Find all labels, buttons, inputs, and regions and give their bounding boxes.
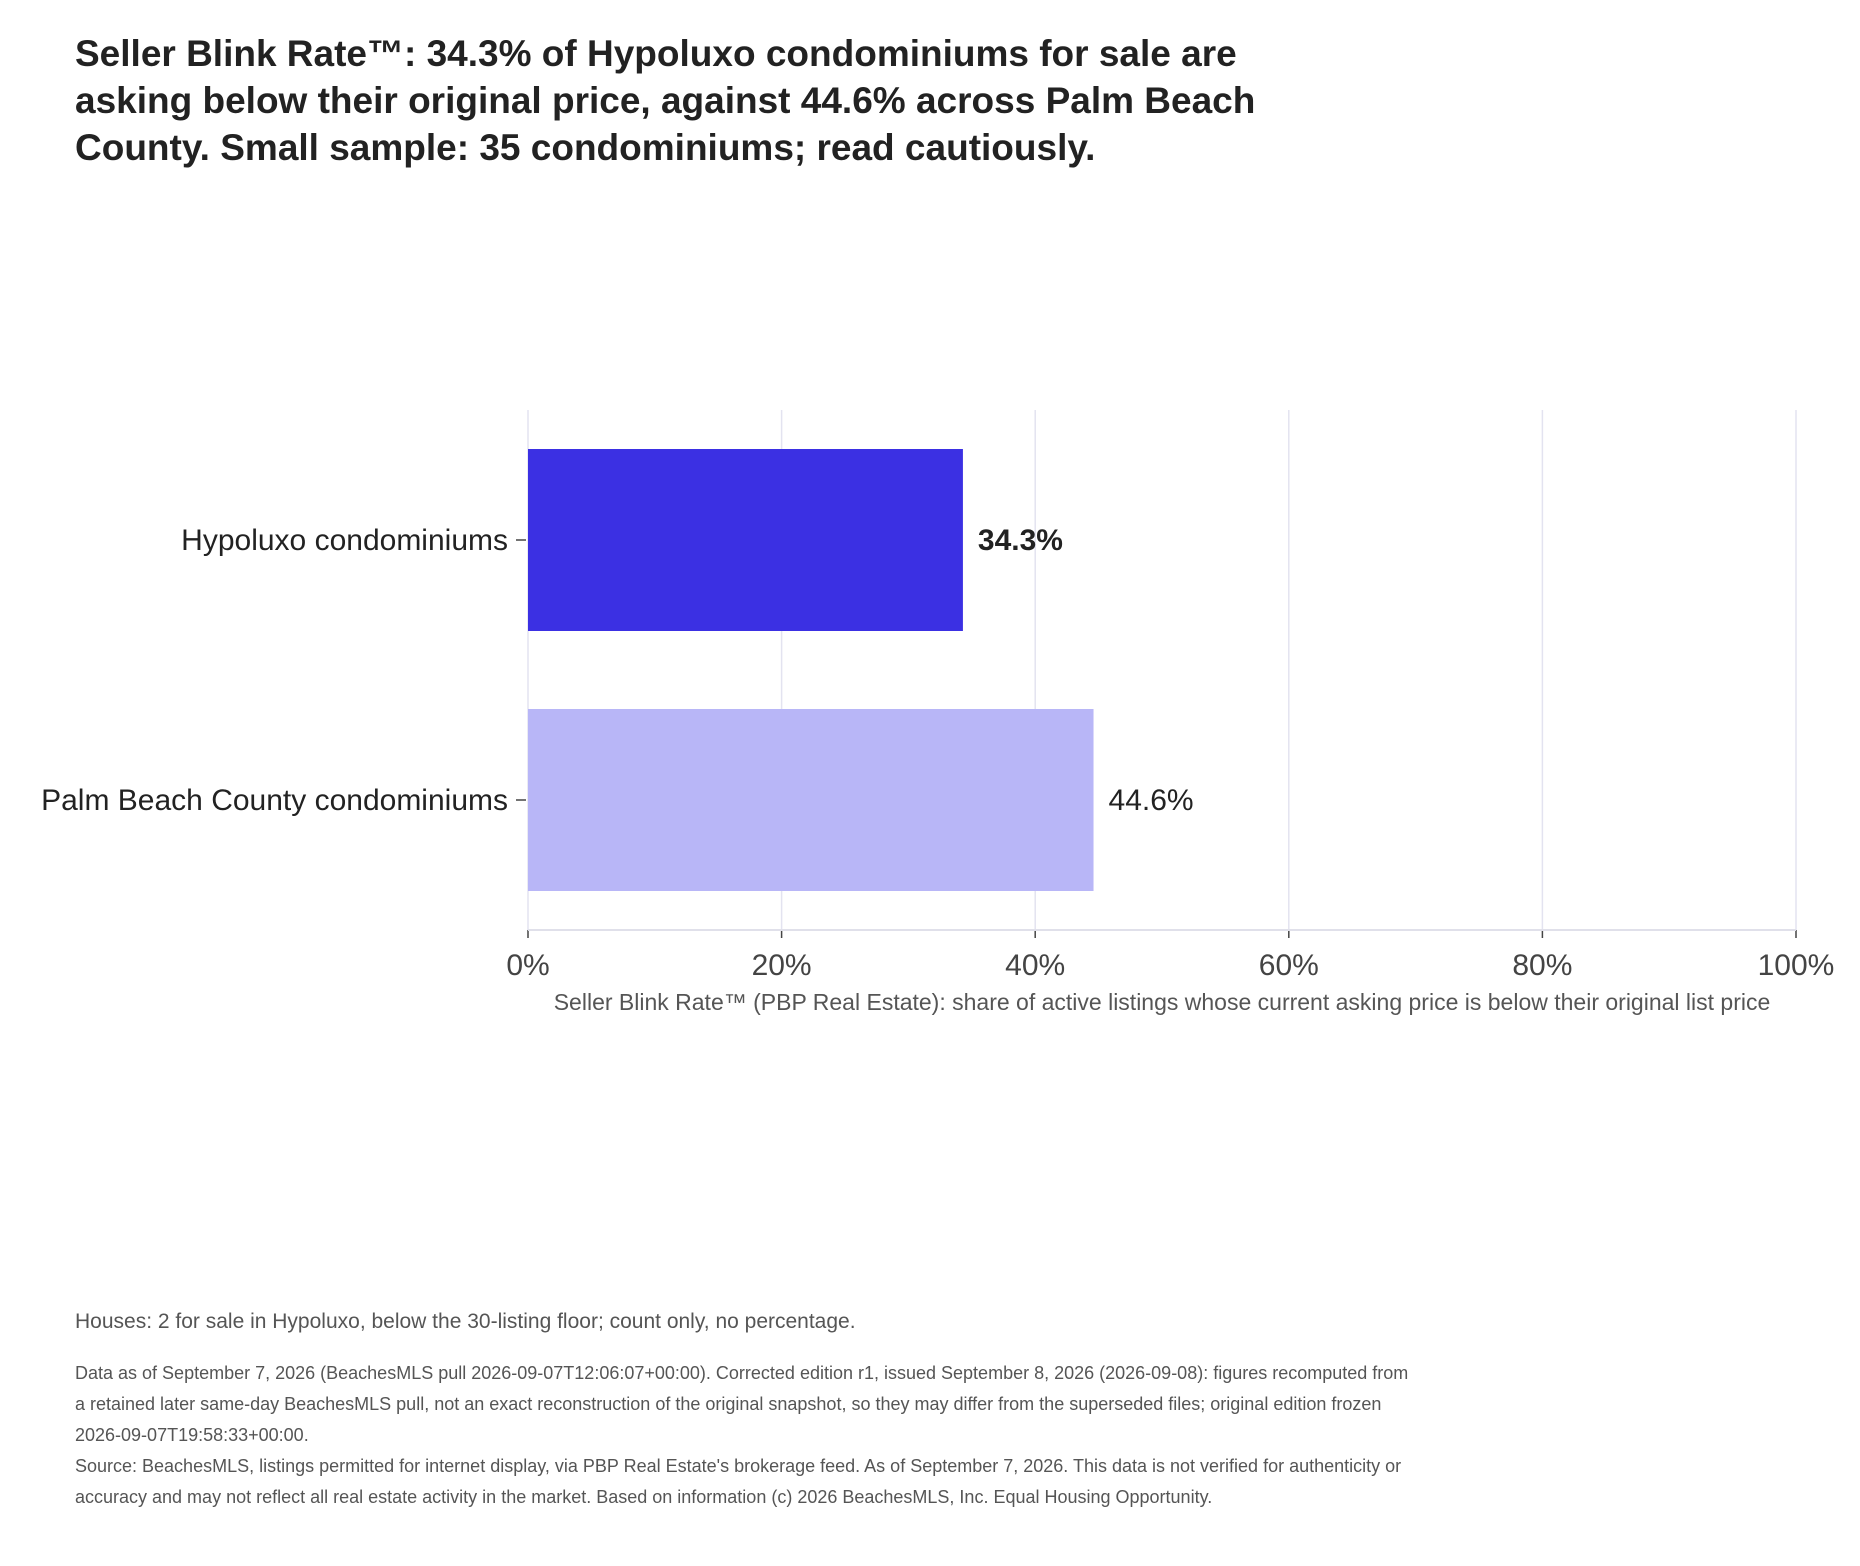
bar-value-label: 34.3% (978, 524, 1063, 557)
x-tick-label: 100% (1758, 949, 1835, 982)
footnote: Data as of September 7, 2026 (BeachesMLS… (75, 1358, 1415, 1513)
bar (528, 709, 1094, 891)
x-tick-label: 40% (1005, 949, 1065, 982)
chart-bars (528, 449, 1094, 891)
edition-note: Data as of September 7, 2026 (BeachesMLS… (75, 1363, 1409, 1445)
category-label: Palm Beach County condominiums (41, 784, 508, 817)
bar-value-label: 44.6% (1109, 784, 1194, 817)
page-title: Seller Blink Rate™: 34.3% of Hypoluxo co… (75, 33, 1256, 168)
x-axis-title: Seller Blink Rate™ (PBP Real Estate): sh… (554, 989, 1771, 1015)
x-tick-label: 0% (506, 949, 549, 982)
x-tick-label: 80% (1512, 949, 1572, 982)
x-tick-label: 60% (1259, 949, 1319, 982)
category-label: Hypoluxo condominiums (181, 524, 508, 557)
houses-note: Houses: 2 for sale in Hypoluxo, below th… (75, 1310, 856, 1333)
bar-chart: 0% 20% 40% 60% 80% 100% Hypoluxo condominiums 3… (41, 410, 1834, 1015)
x-tick-label: 20% (752, 949, 812, 982)
bar (528, 449, 963, 631)
source-note: Source: BeachesMLS, listings permitted f… (75, 1456, 1402, 1507)
chart-labels: 0% 20% 40% 60% 80% 100% Hypoluxo condominiums 3… (41, 524, 1834, 982)
